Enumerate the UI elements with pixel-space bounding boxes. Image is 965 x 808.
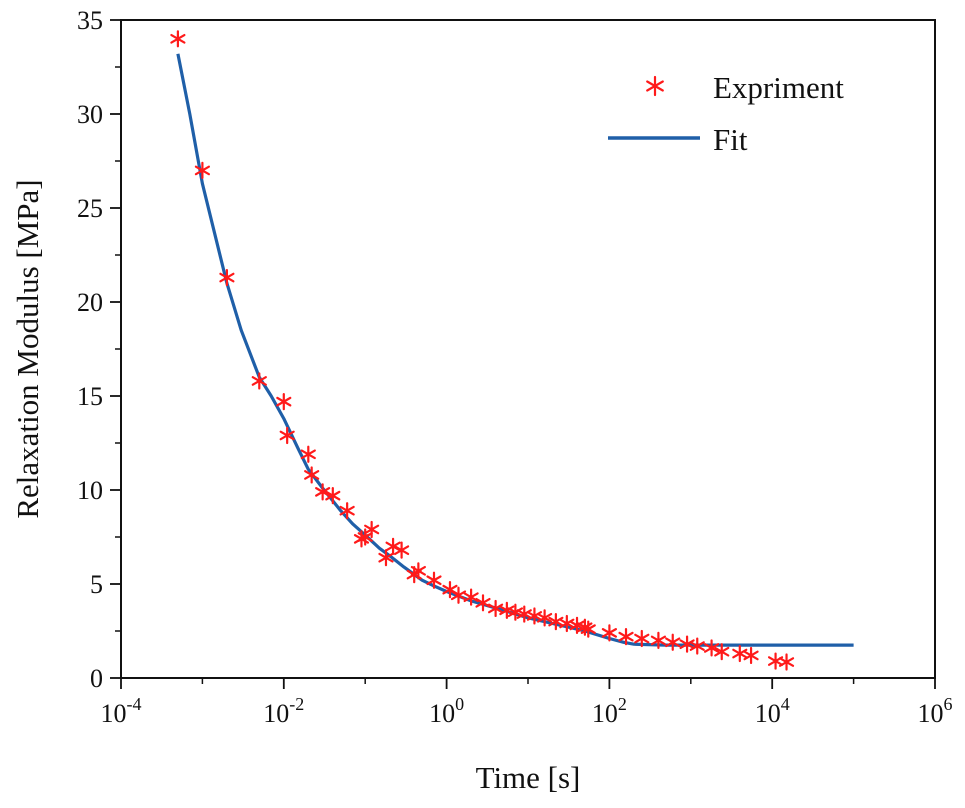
experiment-point <box>410 562 426 580</box>
experiment-point <box>279 426 295 445</box>
experiment-point <box>601 624 617 642</box>
x-tick-label: 102 <box>592 694 627 728</box>
y-tick-labels: 0 5 10 15 20 25 30 35 <box>77 6 103 693</box>
experiment-point <box>463 588 479 606</box>
legend-experiment-marker <box>646 75 664 97</box>
y-tick-label: 20 <box>77 288 103 317</box>
experiment-point <box>276 393 292 411</box>
legend-fit-label: Fit <box>713 122 748 157</box>
experiment-point <box>364 520 380 539</box>
experiment-point <box>219 268 235 287</box>
experiment-point <box>569 616 585 634</box>
legend-experiment-label: Expriment <box>713 70 844 105</box>
fit-series <box>176 53 854 647</box>
experiment-point <box>507 603 523 621</box>
experiment-point <box>304 466 320 484</box>
experiment-point <box>194 161 210 179</box>
x-tick-label: 10-4 <box>101 694 142 728</box>
experiment-point <box>537 609 553 627</box>
x-tick-label: 106 <box>918 694 953 728</box>
experiment-point <box>634 629 650 648</box>
y-tick-label: 25 <box>77 194 103 223</box>
experiment-point <box>475 594 491 612</box>
experiment-point <box>703 639 720 657</box>
x-tick-label: 104 <box>755 694 790 728</box>
x-tick-label: 100 <box>429 694 464 728</box>
legend-asterisk <box>646 75 664 97</box>
experiment-point <box>339 502 355 520</box>
y-tick-label: 0 <box>90 664 103 693</box>
x-axis-title: Time [s] <box>476 760 581 795</box>
experiment-point <box>170 30 186 48</box>
experiment-point <box>378 549 394 567</box>
legend: Expriment Fit <box>608 70 844 157</box>
experiment-point <box>325 487 341 505</box>
y-axis-title: Relaxation Modulus [MPa] <box>10 179 45 518</box>
experiment-point <box>251 372 267 390</box>
axis-ticks <box>110 19 936 689</box>
experiment-point <box>426 571 442 589</box>
experiment-point <box>300 445 316 463</box>
experiment-point <box>618 628 634 646</box>
experiment-point <box>499 601 515 619</box>
experiment-point <box>778 653 795 671</box>
experiment-point <box>394 541 410 559</box>
plot-frame <box>120 19 936 679</box>
y-tick-label: 30 <box>77 100 103 129</box>
experiment-point <box>743 646 759 665</box>
experiment-point <box>714 643 730 661</box>
y-tick-label: 10 <box>77 476 103 505</box>
y-tick-label: 15 <box>77 382 103 411</box>
x-tick-label: 10-2 <box>263 694 304 728</box>
fit-line <box>176 53 854 647</box>
experiment-series <box>170 30 795 671</box>
y-tick-label: 5 <box>90 570 103 599</box>
experiment-point <box>450 586 467 604</box>
experiment-point <box>689 637 705 655</box>
experiment-point <box>650 631 667 650</box>
experiment-point <box>665 633 681 651</box>
x-tick-labels: 10-4 10-2 100 102 104 106 <box>101 694 953 728</box>
experiment-point <box>315 483 331 501</box>
y-tick-label: 35 <box>77 6 103 35</box>
experiment-point <box>580 620 596 638</box>
